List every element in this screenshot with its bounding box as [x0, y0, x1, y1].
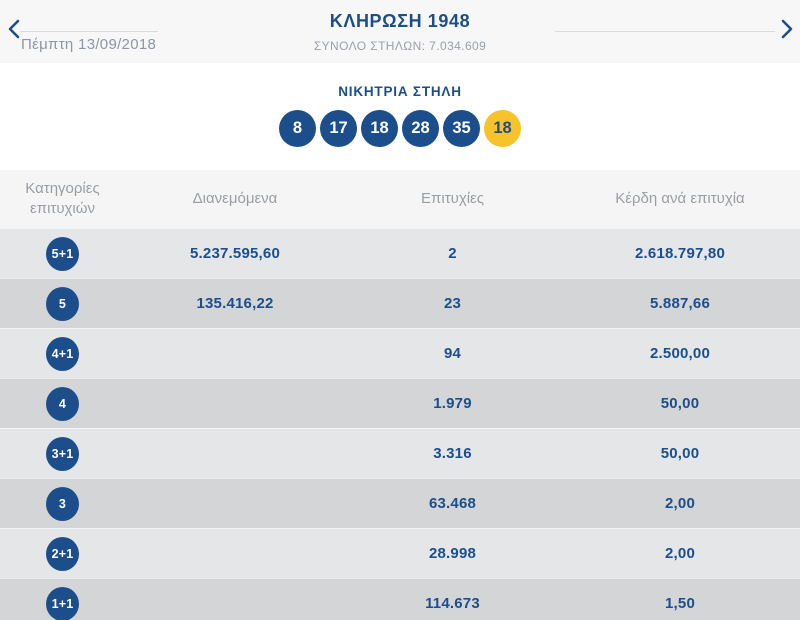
header-divider-right — [555, 31, 775, 32]
draw-header: Πέμπτη 13/09/2018 ΚΛΗΡΩΣΗ 1948 ΣΥΝΟΛΟ ΣΤ… — [0, 0, 800, 63]
table-row: 5 135.416,22 23 5.887,66 — [0, 278, 800, 328]
table-row: 5+1 5.237.595,60 2 2.618.797,80 — [0, 228, 800, 278]
wins-cell: 3.316 — [433, 445, 472, 462]
next-draw-button[interactable] — [776, 19, 798, 44]
wins-cell: 2 — [448, 245, 457, 262]
category-badge: 3+1 — [46, 436, 79, 471]
winnings-per-win-cell: 5.887,66 — [650, 295, 710, 312]
wins-cell: 28.998 — [428, 545, 477, 562]
category-cell: 4 — [0, 386, 125, 421]
category-cell: 5+1 — [0, 236, 125, 271]
winnings-per-win-cell: 2,00 — [665, 545, 695, 562]
header-divider-left — [20, 31, 158, 32]
column-header-categories: Κατηγορίες επιτυχιών — [25, 179, 100, 217]
winning-column-title: ΝΙΚΗΤΡΙΑ ΣΤΗΛΗ — [338, 84, 462, 99]
wins-cell: 94 — [443, 345, 462, 362]
distributed-cell: 135.416,22 — [196, 295, 274, 312]
wins-cell: 23 — [443, 295, 462, 312]
table-row: 3+1 3.316 50,00 — [0, 428, 800, 478]
chevron-right-icon — [781, 19, 794, 44]
column-header-wins: Επιτυχίες — [421, 189, 484, 207]
joker-number-ball: 18 — [484, 110, 521, 147]
winning-number-ball: 17 — [320, 110, 357, 147]
wins-cell: 114.673 — [425, 595, 480, 612]
results-table: Κατηγορίες επιτυχιών Διανεμόμενα Επιτυχί… — [0, 170, 800, 620]
chevron-left-icon — [7, 19, 20, 44]
category-badge: 4 — [46, 386, 79, 421]
category-cell: 2+1 — [0, 536, 125, 571]
category-cell: 3+1 — [0, 436, 125, 471]
winning-balls: 8 17 18 28 35 18 — [0, 110, 800, 147]
column-header-distributed: Διανεμόμενα — [192, 189, 278, 207]
table-row: 4+1 94 2.500,00 — [0, 328, 800, 378]
distributed-cell: 5.237.595,60 — [190, 245, 280, 262]
category-badge: 1+1 — [46, 586, 79, 620]
results-table-header: Κατηγορίες επιτυχιών Διανεμόμενα Επιτυχί… — [0, 170, 800, 228]
category-badge: 5 — [46, 286, 79, 321]
wins-cell: 63.468 — [428, 495, 477, 512]
category-cell: 3 — [0, 486, 125, 521]
category-badge: 3 — [46, 486, 79, 521]
draw-title: ΚΛΗΡΩΣΗ 1948 — [329, 11, 471, 31]
winnings-per-win-cell: 2.618.797,80 — [635, 245, 725, 262]
previous-draw-button[interactable] — [2, 19, 24, 44]
category-cell: 5 — [0, 286, 125, 321]
total-columns-label: ΣΥΝΟΛΟ ΣΤΗΛΩΝ: 7.034.609 — [313, 39, 487, 53]
table-row: 4 1.979 50,00 — [0, 378, 800, 428]
draw-title-block: ΚΛΗΡΩΣΗ 1948 ΣΥΝΟΛΟ ΣΤΗΛΩΝ: 7.034.609 — [0, 11, 800, 53]
category-badge: 5+1 — [46, 236, 79, 271]
category-cell: 4+1 — [0, 336, 125, 371]
table-row: 3 63.468 2,00 — [0, 478, 800, 528]
category-badge: 4+1 — [46, 336, 79, 371]
winnings-per-win-cell: 50,00 — [660, 445, 700, 462]
winnings-per-win-cell: 50,00 — [660, 395, 700, 412]
winning-number-ball: 18 — [361, 110, 398, 147]
winnings-per-win-cell: 2,00 — [665, 495, 695, 512]
winnings-per-win-cell: 1,50 — [665, 595, 695, 612]
category-badge: 2+1 — [46, 536, 79, 571]
winning-number-ball: 28 — [402, 110, 439, 147]
wins-cell: 1.979 — [433, 395, 472, 412]
results-table-body: 5+1 5.237.595,60 2 2.618.797,80 5 135.416,22 2… — [0, 228, 800, 620]
table-row: 1+1 114.673 1,50 — [0, 578, 800, 620]
winning-column-section: ΝΙΚΗΤΡΙΑ ΣΤΗΛΗ 8 17 18 28 35 18 — [0, 63, 800, 170]
winnings-per-win-cell: 2.500,00 — [650, 345, 710, 362]
table-row: 2+1 28.998 2,00 — [0, 528, 800, 578]
winning-number-ball: 8 — [279, 110, 316, 147]
column-header-per-win: Κέρδη ανά επιτυχία — [615, 189, 745, 207]
draw-date: Πέμπτη 13/09/2018 — [21, 36, 157, 53]
category-cell: 1+1 — [0, 586, 125, 620]
winning-number-ball: 35 — [443, 110, 480, 147]
